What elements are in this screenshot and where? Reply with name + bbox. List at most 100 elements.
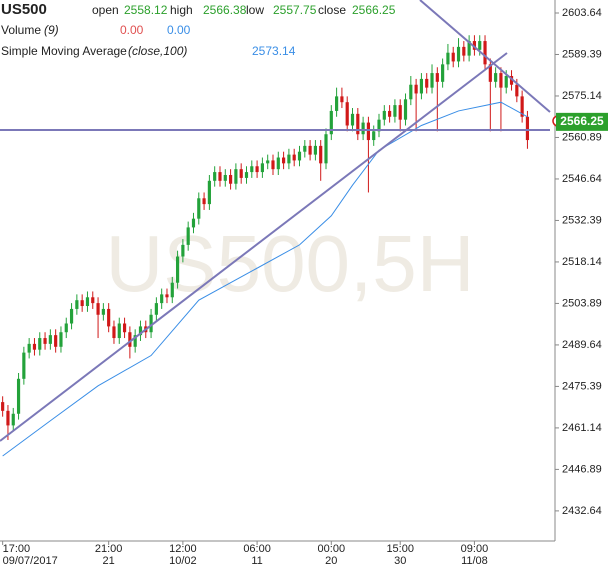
x-tick-date: 30 (394, 555, 406, 567)
candle-body (244, 172, 249, 178)
ohlc-value: 2558.12 (124, 3, 168, 17)
candle-body (255, 166, 259, 173)
candle-body (266, 160, 270, 164)
x-tick-label: 12:00 (169, 543, 197, 555)
y-tick-label: 2518.14 (562, 256, 602, 268)
candle-body (414, 84, 418, 94)
trend-line (419, 0, 551, 113)
y-tick-label: 2446.89 (562, 463, 602, 475)
candle-body (446, 52, 450, 65)
candle-body (441, 64, 445, 82)
candle-body (398, 105, 402, 120)
candle-body (48, 335, 52, 344)
last-price-label: 2566.25 (560, 114, 604, 128)
ohlc-label: open (92, 3, 119, 17)
candle-body (467, 41, 471, 56)
candle-body (472, 41, 477, 50)
candle-body (138, 326, 143, 336)
candle-body (207, 180, 211, 205)
candle-body (32, 343, 37, 350)
candle-body (425, 78, 429, 88)
candle-body (451, 52, 455, 62)
candle-body (494, 73, 498, 82)
candle-body (101, 308, 105, 315)
candle-body (64, 323, 68, 333)
candle-body (409, 84, 413, 100)
x-tick-label: 21:00 (95, 543, 123, 555)
candle-body (419, 78, 424, 94)
ohlc-value: 2557.75 (273, 3, 317, 17)
ohlc-value: 2566.38 (203, 3, 247, 17)
indicator-value: 2573.14 (252, 44, 296, 58)
candle-body (250, 166, 254, 173)
candle-body (1, 402, 5, 411)
trend-lines (0, 0, 551, 442)
candle-body (85, 297, 90, 307)
indicator-value: 0.00 (167, 23, 191, 37)
candle-body (377, 119, 381, 132)
candle-body (509, 75, 514, 85)
y-tick-label: 2489.64 (562, 339, 602, 351)
sma-line (2, 101, 528, 457)
x-tick-date: 11 (251, 555, 262, 567)
candle-body (128, 332, 132, 347)
y-tick-label: 2603.64 (562, 7, 602, 19)
candle-body (456, 46, 461, 62)
candle-body (22, 352, 26, 379)
plot-area (1, 35, 530, 457)
candle-body (340, 96, 344, 103)
candle-body (282, 157, 286, 164)
x-tick-date: 20 (325, 555, 337, 567)
x-tick-date: 11/08 (461, 555, 488, 567)
candle-body (335, 96, 339, 111)
candle-body (59, 332, 63, 347)
candle-body (69, 308, 74, 324)
ohlc-label: low (246, 3, 264, 17)
header: US500 open 2558.12 high 2566.38 low 2557.75 cl… (1, 1, 396, 58)
candle-body (345, 102, 349, 126)
x-tick-label: 17:00 (3, 543, 31, 555)
candle-body (350, 113, 355, 126)
y-tick-label: 2575.14 (562, 90, 602, 102)
trend-line (0, 52, 508, 442)
candle-body (478, 41, 482, 50)
candle-body (276, 157, 280, 170)
candle-body (287, 154, 291, 164)
candle-body (6, 410, 10, 426)
candle-body (271, 160, 275, 170)
candle-body (175, 256, 180, 283)
y-tick-label: 2589.39 (562, 48, 602, 60)
candle-body (372, 131, 376, 141)
candle-body (117, 323, 121, 339)
candle-body (388, 110, 392, 117)
y-tick-label: 2461.14 (562, 422, 602, 434)
candle-body (223, 174, 227, 181)
indicator-params: (close,100) (128, 44, 187, 58)
candle-body (133, 335, 137, 347)
candle-body (202, 198, 206, 205)
candle-body (154, 303, 158, 315)
candle-body (319, 145, 323, 164)
candle-body (91, 297, 95, 304)
candle-body (382, 110, 386, 120)
symbol-title: US500 (1, 1, 47, 18)
candle-body (393, 105, 397, 117)
candle-body (361, 122, 365, 135)
candle-body (165, 294, 169, 298)
candle-body (160, 294, 164, 304)
x-tick-label: 00:00 (318, 543, 346, 555)
candle-body (308, 145, 312, 155)
candle-body (170, 282, 174, 298)
last-price-box (556, 112, 608, 131)
candle-body (197, 198, 201, 219)
candle-body (181, 244, 185, 257)
candle-body (462, 46, 466, 56)
y-tick-label: 2532.39 (562, 214, 602, 226)
candle-body (435, 73, 439, 82)
candle-body (234, 169, 238, 184)
indicator-params: (9) (44, 23, 59, 37)
y-tick-label: 2475.39 (562, 380, 602, 392)
candle-body (292, 154, 296, 161)
candle-body (191, 218, 196, 228)
candle-body (80, 300, 84, 307)
